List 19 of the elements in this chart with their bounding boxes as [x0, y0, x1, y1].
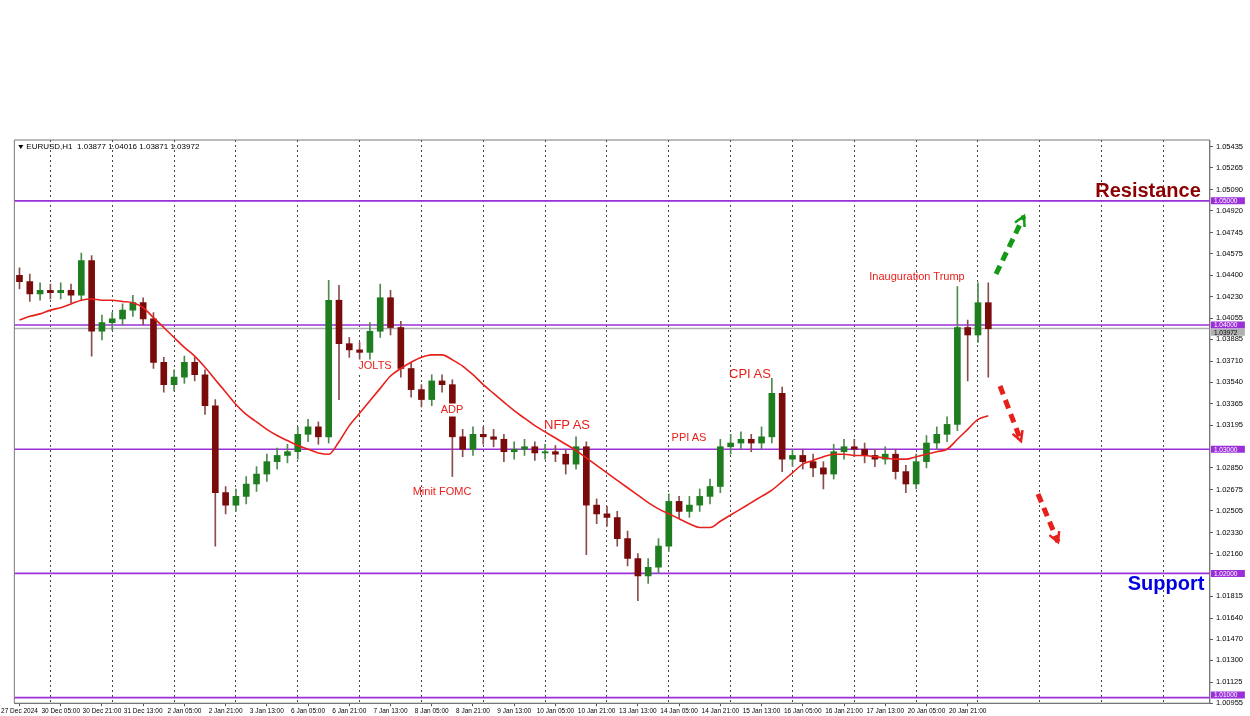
- line-series: [18, 298, 990, 529]
- annotation: JOLTS: [358, 359, 392, 372]
- annotation: Support: [1127, 571, 1205, 594]
- chart-title: EURUSD,H1 1.03877 1.04016 1.03871 1.03972: [26, 142, 200, 152]
- candlestick: [603, 506, 611, 527]
- candlestick: [747, 434, 755, 453]
- annotation: ADP: [440, 403, 464, 416]
- annotation: Resistance: [1095, 178, 1201, 201]
- candlestick: [541, 443, 549, 460]
- annotation: PPI AS: [671, 431, 707, 444]
- candlestick: [108, 312, 116, 331]
- annotation: Minit FOMC: [412, 485, 472, 498]
- annotation: CPI AS: [729, 365, 772, 381]
- annotation: NFP AS: [543, 416, 591, 432]
- candlestick: [57, 282, 65, 300]
- candlestick: [964, 319, 972, 382]
- annotation: Inauguration Trump: [869, 270, 965, 283]
- candlestick: [479, 426, 487, 445]
- candlestick: [510, 441, 518, 460]
